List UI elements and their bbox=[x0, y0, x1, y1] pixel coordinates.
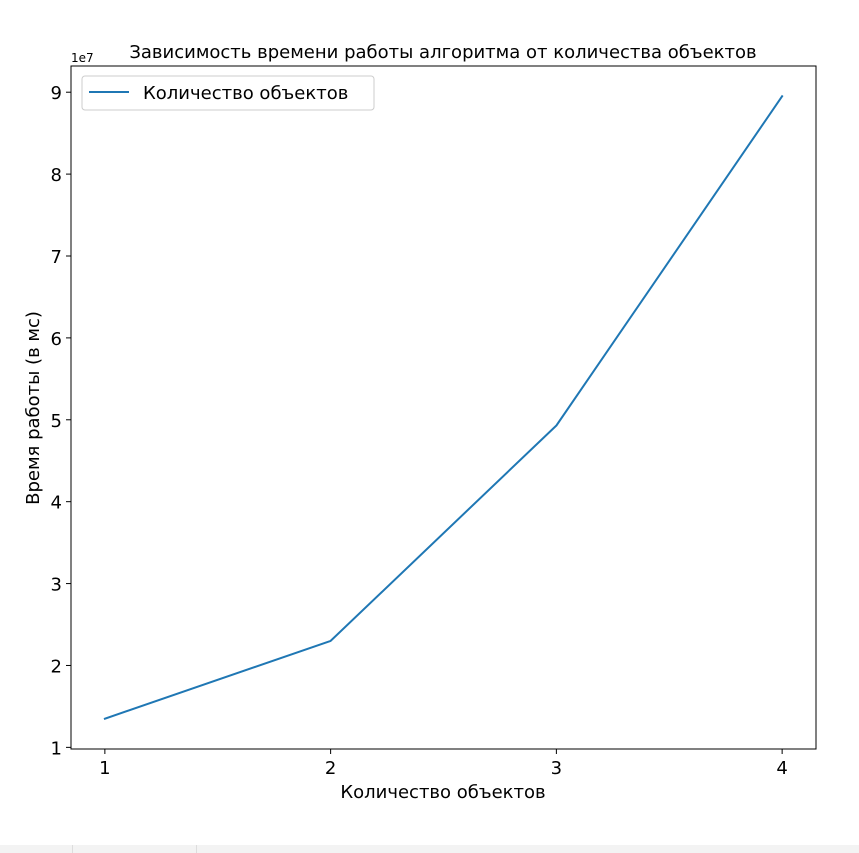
x-axis-label: Количество объектов bbox=[340, 782, 545, 803]
y-tick-label: 8 bbox=[51, 165, 62, 186]
plot-frame bbox=[70, 65, 817, 750]
legend: Количество объектов bbox=[81, 75, 375, 111]
x-tick-label: 1 bbox=[99, 758, 110, 779]
series-line bbox=[103, 94, 784, 720]
y-tick-label: 7 bbox=[51, 247, 62, 268]
series-group bbox=[103, 94, 784, 720]
y-tick-label: 9 bbox=[51, 83, 62, 104]
bottom-strip-divider bbox=[72, 845, 73, 853]
x-axis-ticks: 1 2 3 4 bbox=[99, 749, 788, 779]
chart-title: Зависимость времени работы алгоритма от … bbox=[129, 42, 756, 63]
x-tick-label: 3 bbox=[551, 758, 562, 779]
plot-area bbox=[70, 65, 817, 750]
x-tick-label: 2 bbox=[325, 758, 336, 779]
y-tick-label: 6 bbox=[51, 329, 62, 350]
legend-box bbox=[81, 75, 375, 111]
y-axis-ticks: 1 2 3 4 5 6 7 8 9 bbox=[51, 83, 71, 759]
y-tick-label: 4 bbox=[51, 493, 62, 514]
y-tick-label: 1 bbox=[51, 738, 62, 759]
legend-entry-label: Количество объектов bbox=[143, 83, 348, 104]
y-tick-label: 5 bbox=[51, 411, 62, 432]
y-axis-label: Время работы (в мс) bbox=[23, 311, 44, 505]
y-tick-label: 2 bbox=[51, 656, 62, 677]
y-tick-label: 3 bbox=[51, 575, 62, 596]
y-axis-offset-label: 1e7 bbox=[71, 51, 94, 65]
bottom-strip-divider bbox=[196, 845, 197, 853]
bottom-strip bbox=[0, 845, 859, 853]
x-tick-label: 4 bbox=[776, 758, 787, 779]
